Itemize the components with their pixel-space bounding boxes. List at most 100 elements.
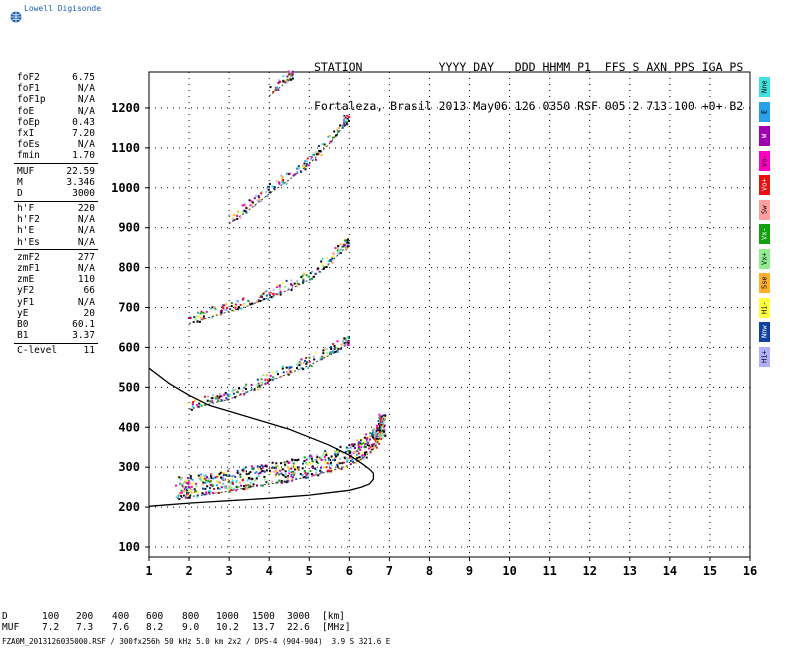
echo-point xyxy=(210,475,212,478)
echo-point xyxy=(382,422,385,425)
echo-point xyxy=(321,356,324,359)
echo-point xyxy=(225,487,228,490)
echo-point xyxy=(189,477,192,479)
echo-point xyxy=(345,120,348,123)
echo-point xyxy=(224,485,227,488)
echo-point xyxy=(216,395,219,398)
echo-point xyxy=(286,460,289,463)
echo-point xyxy=(365,438,368,441)
echo-point xyxy=(368,447,370,450)
echo-point xyxy=(328,470,331,473)
distance-table-row: D 100 200 400 600 800 1000 1500 3000 [km] xyxy=(2,611,362,622)
distance-table-cell: 7.6 xyxy=(112,622,130,633)
parameter-name: h'F xyxy=(17,203,35,215)
echo-point xyxy=(242,468,245,471)
echo-point xyxy=(266,187,268,190)
echo-point xyxy=(289,370,292,373)
echo-point xyxy=(260,467,263,470)
echo-point xyxy=(244,487,247,490)
echo-point xyxy=(327,135,330,138)
echo-point xyxy=(343,115,346,117)
echo-point xyxy=(301,274,304,277)
echo-point xyxy=(291,77,294,80)
echo-point xyxy=(205,491,208,494)
parameter-name: B1 xyxy=(17,330,29,342)
parameter-row: h'Es N/A xyxy=(0,237,100,248)
parameter-row: zmF1 N/A xyxy=(0,263,100,274)
echo-point xyxy=(279,293,282,296)
echo-point xyxy=(323,461,326,464)
echo-point xyxy=(346,460,348,463)
echo-point xyxy=(333,345,336,347)
echo-point xyxy=(261,467,264,469)
echo-point xyxy=(333,348,336,350)
echo-point xyxy=(343,244,345,247)
echo-point xyxy=(248,472,250,475)
echo-point xyxy=(339,243,342,246)
echo-point xyxy=(201,487,204,490)
parameter-row: zmE 110 xyxy=(0,274,100,285)
echo-point xyxy=(270,378,273,381)
echo-point xyxy=(340,347,342,350)
echo-point xyxy=(265,191,268,193)
legend-item: Vx- xyxy=(759,224,770,244)
echo-point xyxy=(363,446,366,449)
echo-point xyxy=(256,199,259,202)
echo-point xyxy=(251,465,253,468)
echo-point xyxy=(302,361,305,364)
echo-point xyxy=(190,491,193,494)
echo-point xyxy=(356,439,359,442)
echo-point xyxy=(211,485,214,488)
echo-point xyxy=(341,243,344,246)
echo-point xyxy=(348,452,351,455)
echo-point xyxy=(382,431,385,434)
echo-point xyxy=(280,472,283,475)
echo-point xyxy=(267,188,270,191)
echo-point xyxy=(256,300,258,303)
echo-point xyxy=(305,458,308,461)
echo-point xyxy=(346,245,349,248)
echo-point xyxy=(340,451,343,454)
echo-point xyxy=(260,464,263,467)
echo-point xyxy=(249,303,252,306)
echo-point xyxy=(336,129,339,132)
echo-point xyxy=(218,491,220,494)
echo-point xyxy=(288,172,291,175)
echo-point xyxy=(230,305,233,308)
echo-point xyxy=(299,165,302,168)
echo-point xyxy=(343,116,346,119)
echo-point xyxy=(343,337,346,340)
echo-point xyxy=(243,209,246,212)
echo-point xyxy=(269,191,272,194)
legend-item: Sse xyxy=(759,273,770,293)
distance-table-cell: 8.2 xyxy=(146,622,164,633)
echo-point xyxy=(220,311,223,314)
echo-point xyxy=(229,481,232,484)
echo-point xyxy=(264,380,267,383)
echo-point xyxy=(290,366,293,369)
echo-point xyxy=(202,311,205,314)
echo-point xyxy=(214,491,217,494)
echo-point xyxy=(269,378,271,381)
echo-point xyxy=(210,307,212,310)
echo-point xyxy=(278,468,281,470)
echo-point xyxy=(348,116,351,119)
echo-point xyxy=(196,320,199,323)
echo-point xyxy=(364,442,367,445)
echo-point xyxy=(319,456,322,459)
echo-point xyxy=(344,342,347,345)
echo-point xyxy=(232,482,234,485)
parameter-row: fxI 7.20 xyxy=(0,128,100,139)
echo-point xyxy=(339,445,342,448)
echo-point xyxy=(290,465,293,468)
echo-point xyxy=(199,476,202,479)
echo-point xyxy=(284,463,287,466)
echo-point xyxy=(255,471,258,474)
echo-point xyxy=(180,491,183,494)
echo-point xyxy=(245,211,248,214)
echo-point xyxy=(183,494,186,497)
echo-point xyxy=(247,300,250,302)
echo-point xyxy=(378,442,381,445)
echo-point xyxy=(213,306,216,309)
echo-point xyxy=(357,446,360,449)
